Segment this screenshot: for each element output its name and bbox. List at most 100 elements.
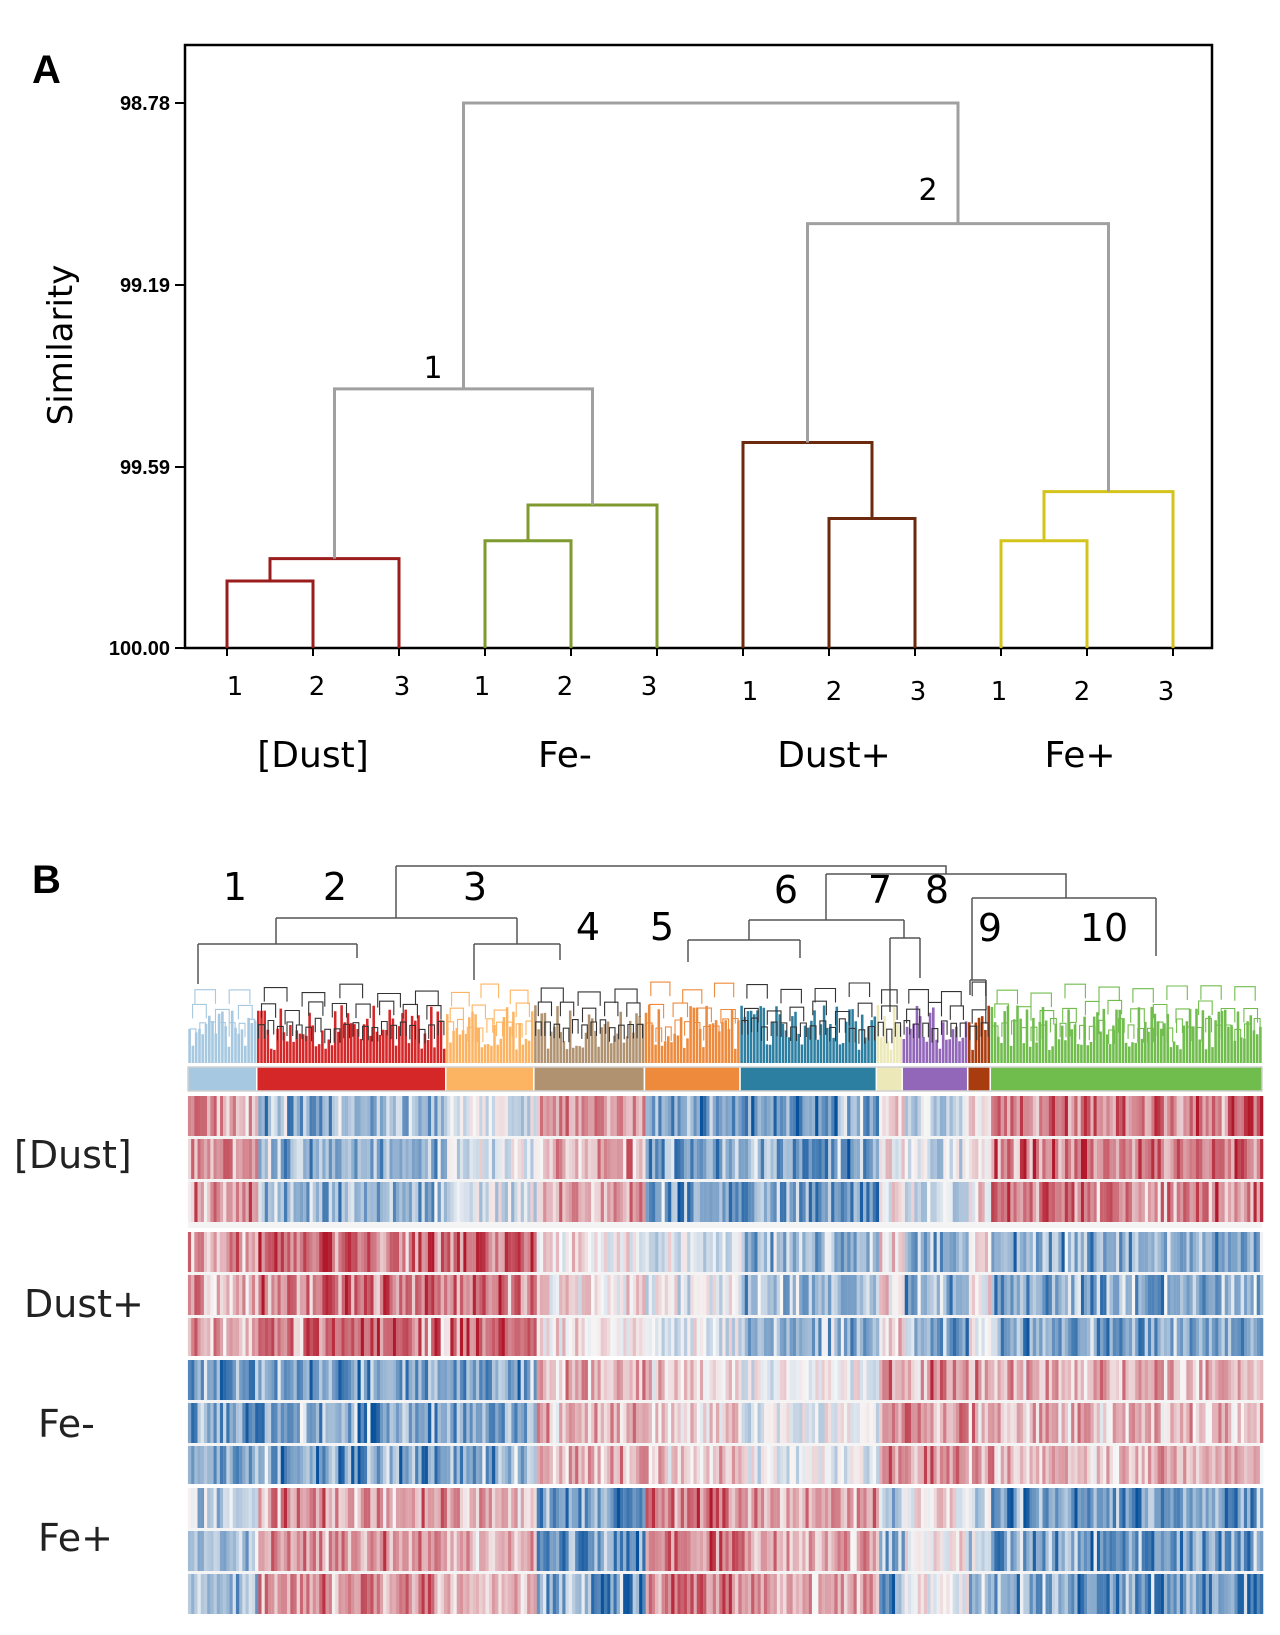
heatmap-cells (661, 1403, 925, 1443)
heatmap-cells (587, 1096, 595, 1136)
dendro-b-bracket (903, 989, 967, 1043)
heatmap-cells (331, 1096, 841, 1136)
heatmap-cells (207, 1096, 1117, 1136)
heatmap-cells (203, 1574, 217, 1614)
heatmap-cells (578, 1182, 985, 1222)
heatmap-cells (751, 1232, 1225, 1272)
heatmap-cells (293, 1232, 397, 1272)
heatmap-cells (341, 1446, 438, 1486)
heatmap-cells (373, 1139, 726, 1179)
dendrogram-b-top (197, 865, 1157, 1012)
heatmap-cells (783, 1318, 1184, 1358)
heatmap-cells (379, 1574, 829, 1614)
heatmap-cells (760, 1275, 989, 1315)
heatmap-cells (837, 1360, 1027, 1400)
heatmap-cells (255, 1446, 752, 1486)
heatmap-cells (386, 1446, 1097, 1486)
dendro-a-link (333, 387, 594, 559)
heatmap-cells (779, 1232, 909, 1272)
heatmap-cells (959, 1360, 1040, 1400)
dendro-a-link (999, 539, 1089, 648)
heatmap-cells (616, 1275, 880, 1315)
heatmap-cells (795, 1531, 835, 1571)
heatmap-cells (815, 1574, 953, 1614)
heatmap-cells (360, 1403, 502, 1443)
leaf-label: 2 (557, 672, 574, 702)
heatmap-cells (239, 1403, 825, 1443)
dendro-a-link (225, 579, 315, 648)
heatmap-cells (1000, 1318, 1145, 1358)
heatmap-cells (722, 1096, 774, 1136)
heatmap-cells (1093, 1531, 1257, 1571)
heatmap-cells (946, 1403, 1254, 1443)
heatmap-cells (1016, 1182, 1222, 1222)
heatmap-cells (514, 1488, 819, 1528)
heatmap-cells (344, 1360, 403, 1400)
heatmap-cells (1211, 1403, 1219, 1443)
heatmap-cells (955, 1139, 973, 1179)
heatmap-cells (642, 1446, 1161, 1486)
heatmap-cells (610, 1360, 1046, 1400)
heatmap-cells (1170, 1574, 1209, 1614)
heatmap-cells (1074, 1574, 1235, 1614)
heatmap-cells (843, 1275, 1209, 1315)
heatmap-cells (677, 1275, 1232, 1315)
leaf-labels: 1 2 3 1 2 3 1 2 3 1 2 3 (227, 672, 1175, 707)
heatmap-cells (741, 1488, 829, 1528)
heatmap-cells (194, 1574, 1136, 1614)
heatmap-cells (191, 1096, 1219, 1136)
heatmap-cells (264, 1488, 470, 1528)
row-label-fe-plus: Fe+ (38, 1516, 113, 1560)
heatmap-cells (827, 1275, 1190, 1315)
heatmap-cells (319, 1275, 489, 1315)
heatmap-cells (290, 1182, 467, 1222)
dendro-b-bracket (991, 983, 1261, 1044)
heatmap-cells (744, 1574, 870, 1614)
heatmap-cells (696, 1232, 1120, 1272)
heatmap-cells (776, 1232, 854, 1272)
heatmap-cells (898, 1275, 973, 1315)
heatmap-cells (581, 1318, 627, 1358)
heatmap-cells (290, 1232, 883, 1272)
heatmap-cells (255, 1139, 1040, 1179)
heatmap-cells (693, 1360, 1113, 1400)
heatmap-cells (578, 1403, 729, 1443)
heatmap-cells (210, 1574, 982, 1614)
heatmap-cells (933, 1360, 1056, 1400)
heatmap-cells (811, 1232, 1005, 1272)
heatmap-cells (687, 1446, 733, 1486)
heatmap-cells (351, 1318, 531, 1358)
heatmap-cells (216, 1403, 803, 1443)
leaf-label: 1 (991, 677, 1008, 707)
heatmap-cells (357, 1403, 374, 1443)
heatmap-cells (706, 1096, 877, 1136)
heatmap-cells (325, 1574, 672, 1614)
heatmap-cells (232, 1488, 1155, 1528)
dendro-b-bracket (645, 981, 739, 1043)
heatmap-cells (315, 1574, 649, 1614)
heatmap-cells (587, 1139, 1033, 1179)
heatmap-cells (933, 1403, 1187, 1443)
heatmap-cells (283, 1360, 464, 1400)
heatmap-cells (683, 1403, 806, 1443)
dendro-b-leaf (188, 1010, 257, 1063)
heatmap-cells (603, 1139, 1072, 1179)
heatmap-cells (815, 1318, 1046, 1358)
heatmap-cells (331, 1488, 678, 1528)
heatmap-cells (815, 1403, 1238, 1443)
heatmap-cells (463, 1531, 797, 1571)
heatmap-cells (293, 1574, 403, 1614)
heatmap-cells (575, 1232, 685, 1272)
heatmap-cells (434, 1488, 921, 1528)
heatmap-cells (840, 1360, 973, 1400)
heatmap-cells (341, 1318, 409, 1358)
heatmap-cells (347, 1232, 521, 1272)
heatmap-cells (565, 1531, 896, 1571)
heatmap-cells (975, 1275, 1168, 1315)
heatmap-cells (975, 1139, 1257, 1179)
heatmap-cells (229, 1275, 899, 1315)
y-axis-title: Similarity (41, 265, 81, 426)
heatmap-cells (354, 1488, 950, 1528)
heatmap-cells (427, 1318, 845, 1358)
